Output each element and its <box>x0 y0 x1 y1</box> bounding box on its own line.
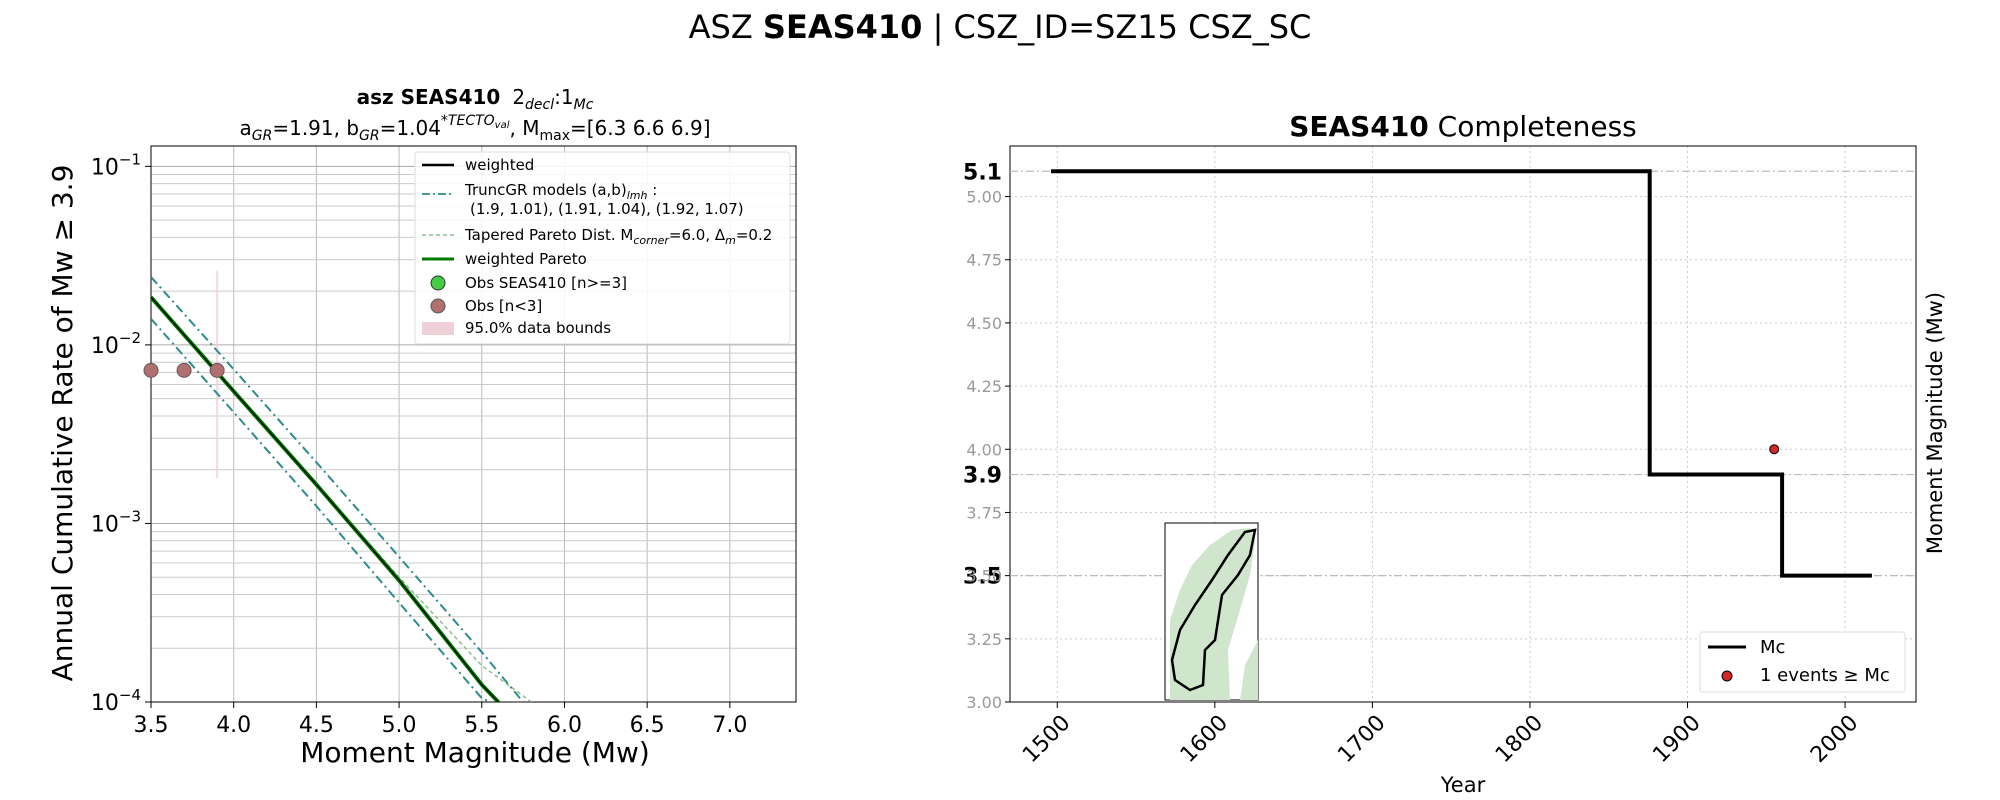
right-x-tick-label: 1800 <box>1491 711 1548 768</box>
left-y-tick-label: 10−2 <box>91 329 141 359</box>
right-legend-box <box>1699 631 1906 693</box>
legend-mc-label: Mc <box>1760 637 1785 658</box>
right-series-group <box>1051 169 1872 578</box>
right-x-axis-label: Year <box>1440 773 1486 797</box>
mc-step-line <box>1051 169 1872 578</box>
right-mc-levels: 5.1 3.9 3.5 <box>963 160 1916 590</box>
suptitle-suffix: | CSZ_ID=SZ15 CSZ_SC <box>932 8 1312 46</box>
right-x-tick-label: 1600 <box>1176 711 1233 768</box>
suptitle-bold: SEAS410 <box>762 8 923 46</box>
inset-map <box>1164 522 1259 701</box>
right-y-axis-label: Moment Magnitude (Mw) <box>1923 292 1947 554</box>
right-x-tick-label: 1500 <box>1018 711 1075 768</box>
right-x-tick-label: 2000 <box>1806 711 1863 768</box>
mc-level-label: 5.1 <box>963 160 1002 185</box>
inset-map-zone-outline <box>1170 528 1257 692</box>
left-y-tick-label: 10−3 <box>91 507 141 537</box>
left-title-line2: aGR=1.91, bGR=1.04*TECTOval, Mmax=[6.3 6… <box>240 113 711 144</box>
legend-event-swatch <box>1721 670 1733 682</box>
left-y-axis-label: Annual Cumulative Rate of Mw ≥ 3.9 <box>46 165 79 682</box>
left-x-tick-label: 6.0 <box>547 713 582 738</box>
left-x-tick-label: 4.5 <box>299 713 334 738</box>
right-events <box>1769 444 1780 455</box>
right-x-ticks: 1500 1600 1700 1800 1900 2000 <box>1018 702 1863 768</box>
figure-suptitle: ASZ SEAS410 | CSZ_ID=SZ15 CSZ_SC <box>0 8 2000 46</box>
legend-pareto-label: weighted Pareto <box>465 250 587 268</box>
inset-map-land <box>1170 528 1255 700</box>
right-title: SEAS410 Completeness <box>1289 110 1637 143</box>
observation-point <box>143 362 159 378</box>
mc-level-label: 3.5 <box>963 565 1002 590</box>
observation-point <box>209 362 225 378</box>
legend-bounds-swatch <box>422 322 454 335</box>
left-y-tick-label: 10−4 <box>91 686 141 716</box>
inset-map-land-east <box>1240 640 1258 700</box>
right-x-tick-label: 1900 <box>1648 711 1705 768</box>
right-y-tick-label: 3.25 <box>966 630 1002 649</box>
event-point <box>1769 444 1780 455</box>
right-grid <box>1010 146 1916 703</box>
right-y-ticks: 3.00 3.25 3.50 3.75 4.00 4.25 4.50 4.75 5.00 <box>966 188 1010 712</box>
legend-obs-main-swatch <box>430 275 446 291</box>
left-y-ticks: 10−1 10−2 10−3 10−4 <box>91 150 151 716</box>
left-x-axis-label: Moment Magnitude (Mw) <box>300 736 650 769</box>
tapered-pareto-line <box>151 296 532 702</box>
right-x-tick-label: 1700 <box>1333 711 1390 768</box>
left-x-tick-label: 7.0 <box>712 713 747 738</box>
left-series-group <box>151 276 532 702</box>
left-title-line1: asz SEAS410 2decl:1Mc <box>357 85 594 113</box>
right-y-tick-label: 3.75 <box>966 503 1002 522</box>
right-y-tick-label: 4.50 <box>966 314 1002 333</box>
right-axes-frame <box>1009 145 1917 703</box>
legend-event-label: 1 events ≥ Mc <box>1760 665 1890 686</box>
left-x-tick-label: 4.0 <box>216 713 251 738</box>
legend-obs-main-label: Obs SEAS410 [n>=3] <box>465 274 627 292</box>
legend-obs-lt3-swatch <box>430 298 446 314</box>
right-y-tick-label: 5.00 <box>966 188 1002 207</box>
right-y-tick-label: 3.00 <box>966 693 1002 712</box>
left-x-ticks: 3.5 4.0 4.5 5.0 5.5 6.0 6.5 7.0 <box>134 702 747 738</box>
legend-truncgr-label: TruncGR models (a,b)lmh : <box>464 181 657 202</box>
right-y-tick-label: 3.50 <box>966 567 1002 586</box>
weighted-line <box>151 296 500 702</box>
legend-weighted-label: weighted <box>465 156 534 174</box>
left-y-tick-label: 10−1 <box>91 150 141 180</box>
left-chart: asz SEAS410 2decl:1Mc aGR=1.91, bGR=1.04*… <box>46 85 797 769</box>
right-y-tick-label: 4.00 <box>966 440 1002 459</box>
right-y-tick-label: 4.25 <box>966 377 1002 396</box>
right-y-tick-label: 4.75 <box>966 251 1002 270</box>
right-legend: Mc 1 events ≥ Mc <box>1699 631 1906 693</box>
mc-level-label: 3.9 <box>963 464 1002 489</box>
left-legend: weighted TruncGR models (a,b)lmh : (1.9,… <box>414 151 791 345</box>
left-legend-box <box>414 151 791 345</box>
left-x-tick-label: 6.5 <box>630 713 665 738</box>
left-x-tick-label: 3.5 <box>134 713 169 738</box>
observation-point <box>176 362 192 378</box>
truncgr-high-line <box>151 276 524 702</box>
left-x-tick-label: 5.0 <box>382 713 417 738</box>
truncgr-low-line <box>151 318 491 702</box>
right-chart: SEAS410 Completeness 5.13.93.5 1500 1600 1… <box>963 110 1947 797</box>
left-axes-frame <box>150 145 797 703</box>
legend-truncgr-values: (1.9, 1.01), (1.91, 1.04), (1.92, 1.07) <box>470 200 744 218</box>
left-x-tick-label: 5.5 <box>464 713 499 738</box>
suptitle-prefix: ASZ <box>688 8 753 46</box>
weighted-pareto-line <box>151 295 502 702</box>
left-observations <box>143 362 225 378</box>
legend-bounds-label: 95.0% data bounds <box>465 319 611 337</box>
legend-obs-lt3-label: Obs [n<3] <box>465 297 542 315</box>
legend-tapered-label: Tapered Pareto Dist. Mcorner=6.0, Δm=0.2 <box>464 226 772 247</box>
